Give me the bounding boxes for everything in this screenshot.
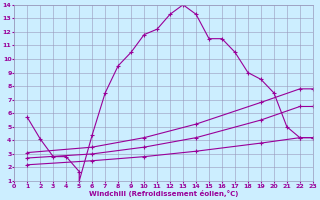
X-axis label: Windchill (Refroidissement éolien,°C): Windchill (Refroidissement éolien,°C) [89, 190, 238, 197]
